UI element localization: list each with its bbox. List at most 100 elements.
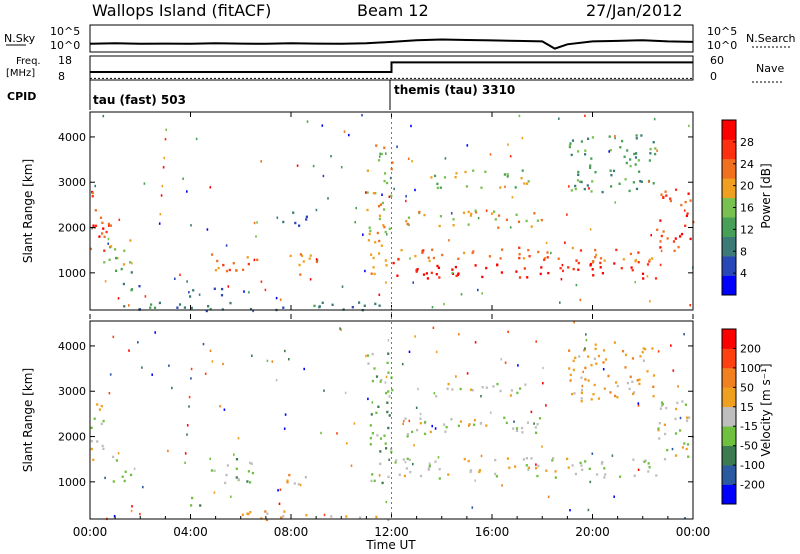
power-cell <box>438 224 441 228</box>
power-scatter-cell <box>405 199 407 203</box>
power-cell <box>530 225 533 228</box>
power-cell <box>467 223 470 226</box>
power-cell <box>583 187 586 191</box>
velocity-scatter-cell <box>266 359 269 363</box>
power-cell <box>383 146 386 149</box>
power-colorbar-swatch <box>722 178 736 199</box>
velocity-cell <box>112 480 115 483</box>
velocity-scatter-cell <box>434 427 437 430</box>
power-cell <box>580 140 583 143</box>
velocity-cell <box>587 379 590 382</box>
power-cell <box>299 273 302 276</box>
power-cell <box>425 272 428 275</box>
velocity-scatter-cell <box>428 462 431 465</box>
power-cell <box>430 176 433 179</box>
power-cell <box>383 225 386 229</box>
velocity-cell <box>98 408 101 411</box>
velocity-scatter-cell <box>279 488 282 491</box>
velocity-y-tick-label: 3000 <box>58 385 86 398</box>
velocity-cell <box>457 424 460 427</box>
velocity-cell <box>566 457 569 461</box>
velocity-cell <box>345 515 348 518</box>
velocity-cell <box>597 354 601 358</box>
velocity-cell <box>370 479 373 483</box>
power-cell <box>368 226 371 229</box>
power-cell <box>474 209 477 212</box>
power-cell <box>594 256 597 259</box>
velocity-scatter-cell <box>530 410 533 414</box>
power-cell <box>366 191 369 194</box>
velocity-cell <box>101 444 104 448</box>
power-colorbar-label: Power [dB] <box>759 163 773 228</box>
velocity-scatter-cell <box>237 437 240 440</box>
power-scatter-cell <box>275 296 278 300</box>
velocity-cell <box>451 388 454 391</box>
velocity-scatter-cell <box>584 347 586 350</box>
velocity-scatter-cell <box>433 392 436 395</box>
power-cell <box>591 180 594 183</box>
power-cell <box>102 227 105 230</box>
velocity-cell <box>600 462 603 465</box>
power-cell <box>374 241 377 244</box>
power-cell <box>587 137 590 140</box>
power-scatter-cell <box>648 180 650 183</box>
velocity-cell <box>675 407 678 411</box>
power-cell <box>382 224 385 227</box>
power-cell <box>567 266 570 269</box>
velocity-cell <box>516 391 519 395</box>
power-cell <box>138 285 141 288</box>
velocity-cell <box>684 403 687 406</box>
power-scatter-cell <box>689 304 691 307</box>
power-cell <box>376 231 379 235</box>
velocity-cell <box>685 447 688 451</box>
power-scatter-cell <box>450 212 453 215</box>
velocity-scatter-cell <box>184 452 187 455</box>
power-scatter-cell <box>385 152 387 155</box>
velocity-cell <box>588 467 591 470</box>
power-cell <box>543 256 547 260</box>
velocity-cell <box>485 386 488 389</box>
time-x-label: Time UT <box>365 538 416 552</box>
power-scatter-cell <box>660 249 663 253</box>
power-scatter-cell <box>614 135 616 138</box>
power-cell <box>537 250 540 254</box>
noise-right-tick-bottom: 10^0 <box>707 39 737 52</box>
power-cell <box>149 306 152 309</box>
power-scatter-cell <box>225 244 228 247</box>
power-cell <box>249 307 253 311</box>
velocity-scatter-cell <box>412 462 414 466</box>
velocity-cell <box>250 462 253 465</box>
power-cell <box>591 136 594 139</box>
noise-left-tick-top: 10^5 <box>50 25 80 38</box>
velocity-colorbar: 200 100 50 15 -15 -50 -100 -200 <box>721 328 765 505</box>
velocity-cell <box>405 467 408 470</box>
velocity-cell <box>554 470 557 473</box>
velocity-cell <box>409 470 412 474</box>
velocity-y-tick-label: 2000 <box>58 431 86 444</box>
velocity-cell <box>503 416 506 419</box>
power-scatter-cell <box>443 302 445 306</box>
power-cell <box>462 211 466 214</box>
power-scatter-cell <box>646 275 649 278</box>
velocity-cell <box>658 437 661 440</box>
power-scatter-cell <box>256 221 258 224</box>
velocity-colorbar-swatch <box>722 465 736 485</box>
power-scatter-cell <box>355 206 357 210</box>
power-cell <box>536 219 539 222</box>
velocity-cell <box>545 469 548 472</box>
velocity-cell <box>676 401 679 405</box>
velocity-cell <box>102 447 105 450</box>
velocity-cell <box>519 387 522 390</box>
power-scatter-cell <box>509 155 512 158</box>
power-cell <box>122 263 126 266</box>
velocity-cell <box>398 473 401 476</box>
power-scatter-cell <box>327 197 329 200</box>
velocity-scatter-cell <box>284 349 286 353</box>
velocity-cell <box>574 356 577 359</box>
power-scatter-cell <box>253 221 256 225</box>
power-cell <box>101 221 104 224</box>
power-cell <box>609 149 612 152</box>
velocity-scatter-cell <box>353 422 356 425</box>
power-scatter-cell <box>409 257 411 260</box>
power-cell <box>437 266 440 270</box>
